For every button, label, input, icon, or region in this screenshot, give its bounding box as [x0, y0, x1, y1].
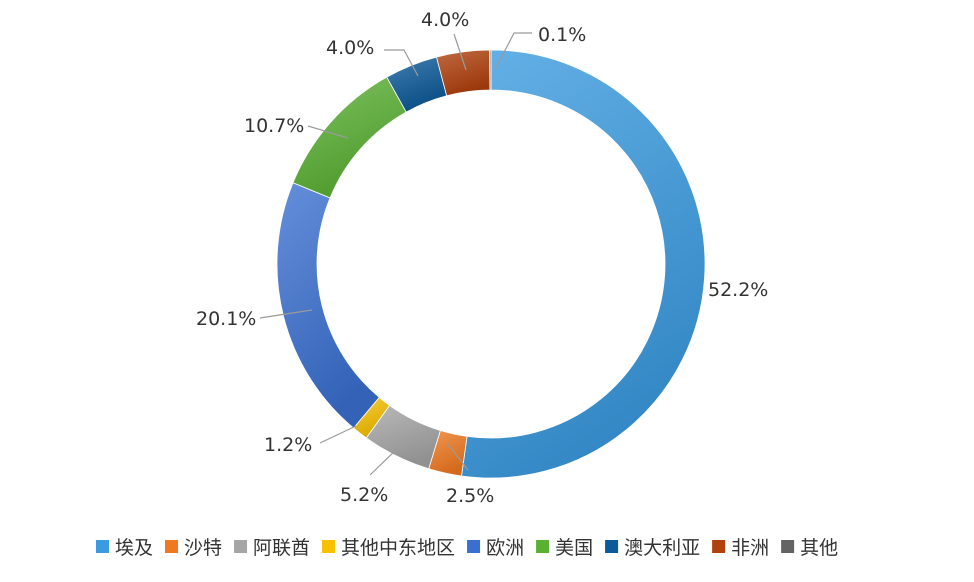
data-label-8: 0.1% — [538, 24, 586, 46]
slice-5 — [292, 76, 407, 199]
legend-label-0: 埃及 — [115, 537, 153, 559]
leader-line-8 — [495, 32, 532, 69]
legend-swatch-0 — [96, 540, 109, 553]
chart-data-labels: 52.2% 2.5% 5.2% 1.2% 20.1% 10.7% 4.0% 4.0% 0.1% — [196, 9, 768, 507]
data-label-7: 4.0% — [421, 9, 469, 31]
legend-label-7: 非洲 — [731, 537, 769, 559]
slice-8 — [489, 49, 492, 91]
chart-slices — [276, 49, 706, 479]
legend-swatch-5 — [536, 540, 550, 553]
legend-label-5: 美国 — [555, 537, 593, 559]
data-label-1: 2.5% — [446, 485, 494, 507]
slice-7 — [435, 49, 491, 97]
data-label-5: 10.7% — [244, 115, 304, 137]
legend-label-1: 沙特 — [184, 537, 222, 559]
slice-0 — [461, 49, 706, 479]
leader-line-1 — [447, 443, 469, 471]
data-label-2: 5.2% — [340, 484, 388, 506]
legend-label-6: 澳大利亚 — [624, 537, 700, 559]
leader-line-4 — [259, 309, 313, 319]
legend-label-8: 其他 — [800, 537, 838, 559]
legend-swatch-7 — [712, 540, 726, 553]
legend-label-2: 阿联酋 — [253, 537, 310, 559]
leader-line-6 — [384, 49, 419, 77]
chart-leader-lines — [259, 32, 532, 476]
leader-line-5 — [307, 125, 349, 139]
data-label-6: 4.0% — [326, 37, 374, 59]
legend-label-3: 其他中东地区 — [341, 537, 455, 559]
legend-swatch-6 — [605, 540, 619, 553]
data-label-0: 52.2% — [708, 279, 768, 301]
legend-swatch-8 — [781, 540, 795, 553]
legend-swatch-2 — [234, 540, 248, 553]
legend-swatch-4 — [467, 540, 481, 553]
data-label-4: 20.1% — [196, 308, 256, 330]
leader-line-3 — [319, 425, 357, 444]
legend-swatch-3 — [322, 540, 336, 553]
chart-legend: 埃及 沙特 阿联酋 其他中东地区 欧洲 美国 澳大利亚 非洲 其他 — [96, 537, 838, 559]
slice-4 — [276, 182, 380, 429]
legend-swatch-1 — [165, 540, 179, 553]
leader-line-2 — [369, 447, 399, 476]
leader-line-7 — [453, 33, 467, 71]
data-label-3: 1.2% — [264, 434, 312, 456]
legend-label-4: 欧洲 — [486, 537, 524, 559]
